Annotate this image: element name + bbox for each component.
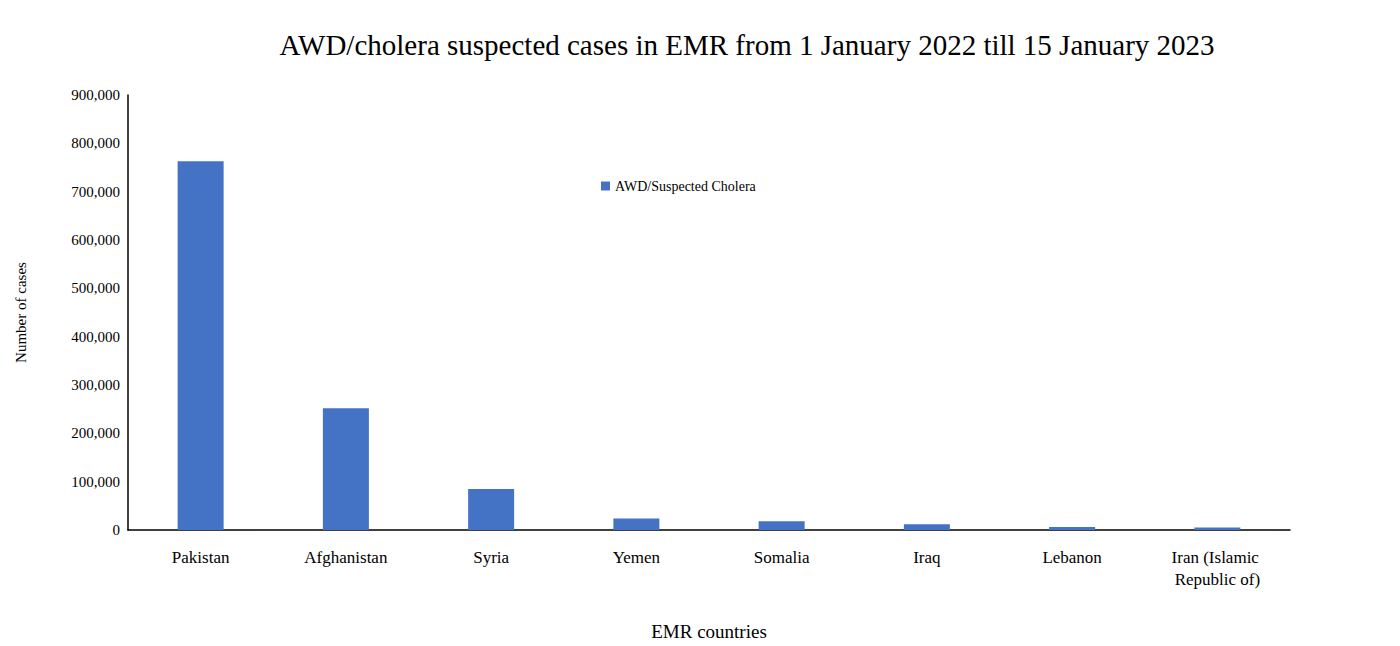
svg-text:Lebanon: Lebanon [1042, 548, 1102, 567]
svg-text:Yemen: Yemen [613, 548, 661, 567]
svg-text:Afghanistan: Afghanistan [304, 548, 388, 567]
svg-text:Somalia: Somalia [754, 548, 810, 567]
svg-text:Republic of): Republic of) [1175, 570, 1260, 589]
svg-text:Iraq: Iraq [913, 548, 941, 567]
svg-text:700,000: 700,000 [71, 184, 120, 200]
svg-text:Pakistan: Pakistan [172, 548, 230, 567]
svg-text:900,000: 900,000 [71, 87, 120, 103]
svg-text:200,000: 200,000 [71, 425, 120, 441]
svg-text:300,000: 300,000 [71, 377, 120, 393]
svg-text:EMR countries: EMR countries [651, 621, 767, 642]
svg-text:400,000: 400,000 [71, 329, 120, 345]
svg-text:500,000: 500,000 [71, 280, 120, 296]
svg-text:AWD/cholera suspected cases in: AWD/cholera suspected cases in EMR from … [279, 29, 1214, 61]
svg-text:100,000: 100,000 [71, 474, 120, 490]
svg-text:600,000: 600,000 [71, 232, 120, 248]
svg-text:800,000: 800,000 [71, 135, 120, 151]
svg-text:0: 0 [113, 522, 121, 538]
svg-text:AWD/Suspected Cholera: AWD/Suspected Cholera [615, 179, 757, 194]
svg-text:Number of cases: Number of cases [13, 262, 29, 363]
svg-text:Iran (Islamic: Iran (Islamic [1172, 548, 1264, 567]
svg-text:Syria: Syria [473, 548, 509, 567]
